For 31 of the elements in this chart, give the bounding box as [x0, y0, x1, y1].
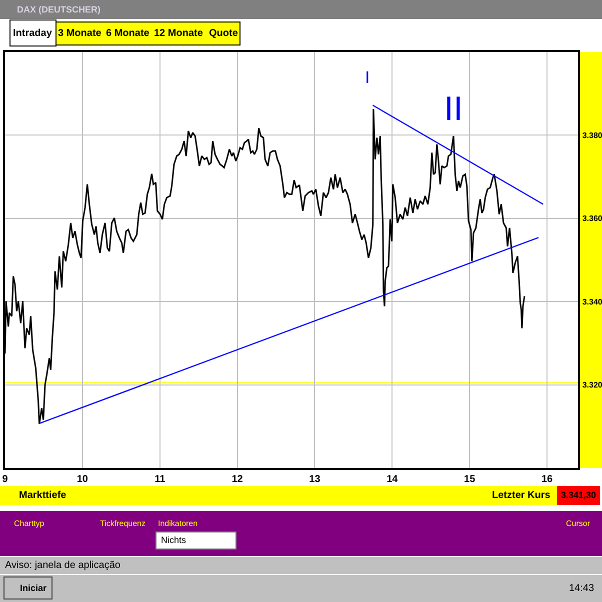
x-tick-label: 12	[232, 474, 244, 485]
text: 3.341,30	[561, 490, 596, 500]
text: Markttiefe	[19, 490, 67, 501]
chart-title: DAX (DEUTSCHER)	[17, 4, 101, 15]
text: 12 Monate	[154, 28, 204, 39]
x-tick-label: 13	[309, 474, 321, 485]
text: Letzter Kurs	[492, 490, 551, 501]
x-tick-label: 10	[76, 474, 88, 485]
annotation: I	[365, 68, 370, 87]
text: 3 Monate	[58, 28, 102, 39]
x-tick-label: 15	[464, 474, 476, 485]
x-tick-label: 9	[2, 474, 8, 485]
y-tick-label: 3.320	[582, 380, 602, 390]
text: Quote	[209, 28, 238, 39]
text: 14:43	[569, 583, 594, 594]
text: Iniciar	[20, 583, 48, 593]
x-tick-label: 14	[386, 474, 398, 485]
x-tick-label: 16	[541, 474, 554, 485]
x-tick-label: 11	[154, 474, 166, 485]
text: 6 Monate	[106, 28, 150, 39]
text: Nichts	[161, 535, 187, 545]
y-tick-label: 3.380	[582, 131, 602, 140]
y-tick-label: 3.340	[582, 297, 602, 306]
text: Indikatoren	[158, 519, 198, 528]
text: Aviso: janela de aplicação	[5, 560, 121, 571]
annotation: II	[444, 90, 463, 128]
text: Cursor	[566, 519, 590, 528]
y-tick-label: 3.360	[582, 214, 602, 224]
text: Charttyp	[14, 519, 45, 528]
text: Tickfrequenz	[100, 519, 146, 528]
text: Intraday	[13, 28, 52, 39]
